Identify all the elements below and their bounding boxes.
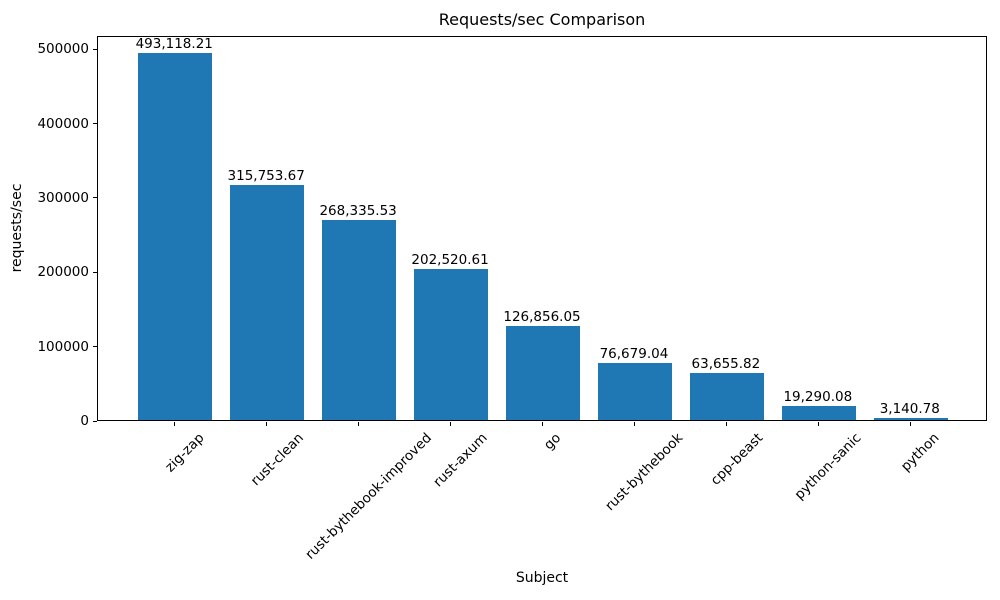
bar-value-label: 19,290.08 [783, 388, 853, 405]
bar-value-label: 315,753.67 [227, 168, 305, 185]
plot-area [97, 36, 987, 421]
bar-value-label: 202,520.61 [411, 252, 489, 269]
x-tick-label-rust-bythebook-improved: rust-bythebook-improved [302, 430, 436, 563]
bar-value-label: 126,856.05 [503, 308, 581, 325]
y-tick [93, 123, 97, 125]
x-tick-label-go: go [541, 430, 565, 454]
bar-value-label: 63,655.82 [691, 355, 761, 372]
x-axis-label: Subject [515, 570, 569, 586]
y-tick [93, 197, 97, 199]
x-tick-label-python-sanic: python-sanic [791, 430, 865, 503]
x-tick [174, 422, 176, 426]
chart-title: Requests/sec Comparison [438, 10, 646, 29]
x-tick-label-rust-axum: rust-axum [430, 430, 491, 491]
x-tick [358, 422, 360, 426]
x-tick [266, 422, 268, 426]
y-tick [93, 271, 97, 273]
y-tick-label: 300000 [37, 189, 89, 206]
y-tick-label: 400000 [37, 115, 89, 132]
x-tick [725, 422, 727, 426]
x-tick-label-rust-bythebook: rust-bythebook [602, 430, 687, 515]
bar-go [506, 325, 580, 420]
bar-value-label: 268,335.53 [319, 203, 397, 220]
x-tick-label-cpp-beast: cpp-beast [707, 430, 766, 489]
bar-cpp-beast [690, 372, 764, 420]
x-tick-label-zig-zap: zig-zap [162, 430, 208, 476]
x-tick [542, 422, 543, 426]
x-tick [909, 422, 911, 426]
bar-rust-bythebook [598, 362, 672, 420]
bar-value-label: 76,679.04 [599, 345, 669, 362]
x-tick [633, 422, 635, 426]
y-tick-label: 0 [80, 413, 89, 429]
bar-value-label: 493,118.21 [135, 36, 213, 53]
y-tick-label: 200000 [37, 264, 89, 281]
bar-zig-zap [138, 53, 212, 420]
bar-rust-clean [230, 185, 304, 420]
x-tick [450, 422, 452, 426]
x-tick [817, 422, 819, 426]
y-tick-label: 100000 [37, 338, 89, 355]
x-tick-label-python: python [897, 430, 943, 475]
y-tick [93, 420, 97, 422]
bar-python [873, 417, 948, 420]
y-tick [93, 48, 97, 50]
x-tick-label-rust-clean: rust-clean [247, 430, 307, 490]
y-tick-label: 500000 [37, 41, 89, 58]
y-tick [93, 346, 97, 348]
bar-value-label: 3,140.78 [879, 400, 940, 417]
bar-rust-axum [414, 269, 488, 420]
bar-rust-bythebook-improved [322, 220, 396, 420]
bar-python-sanic [782, 405, 856, 420]
